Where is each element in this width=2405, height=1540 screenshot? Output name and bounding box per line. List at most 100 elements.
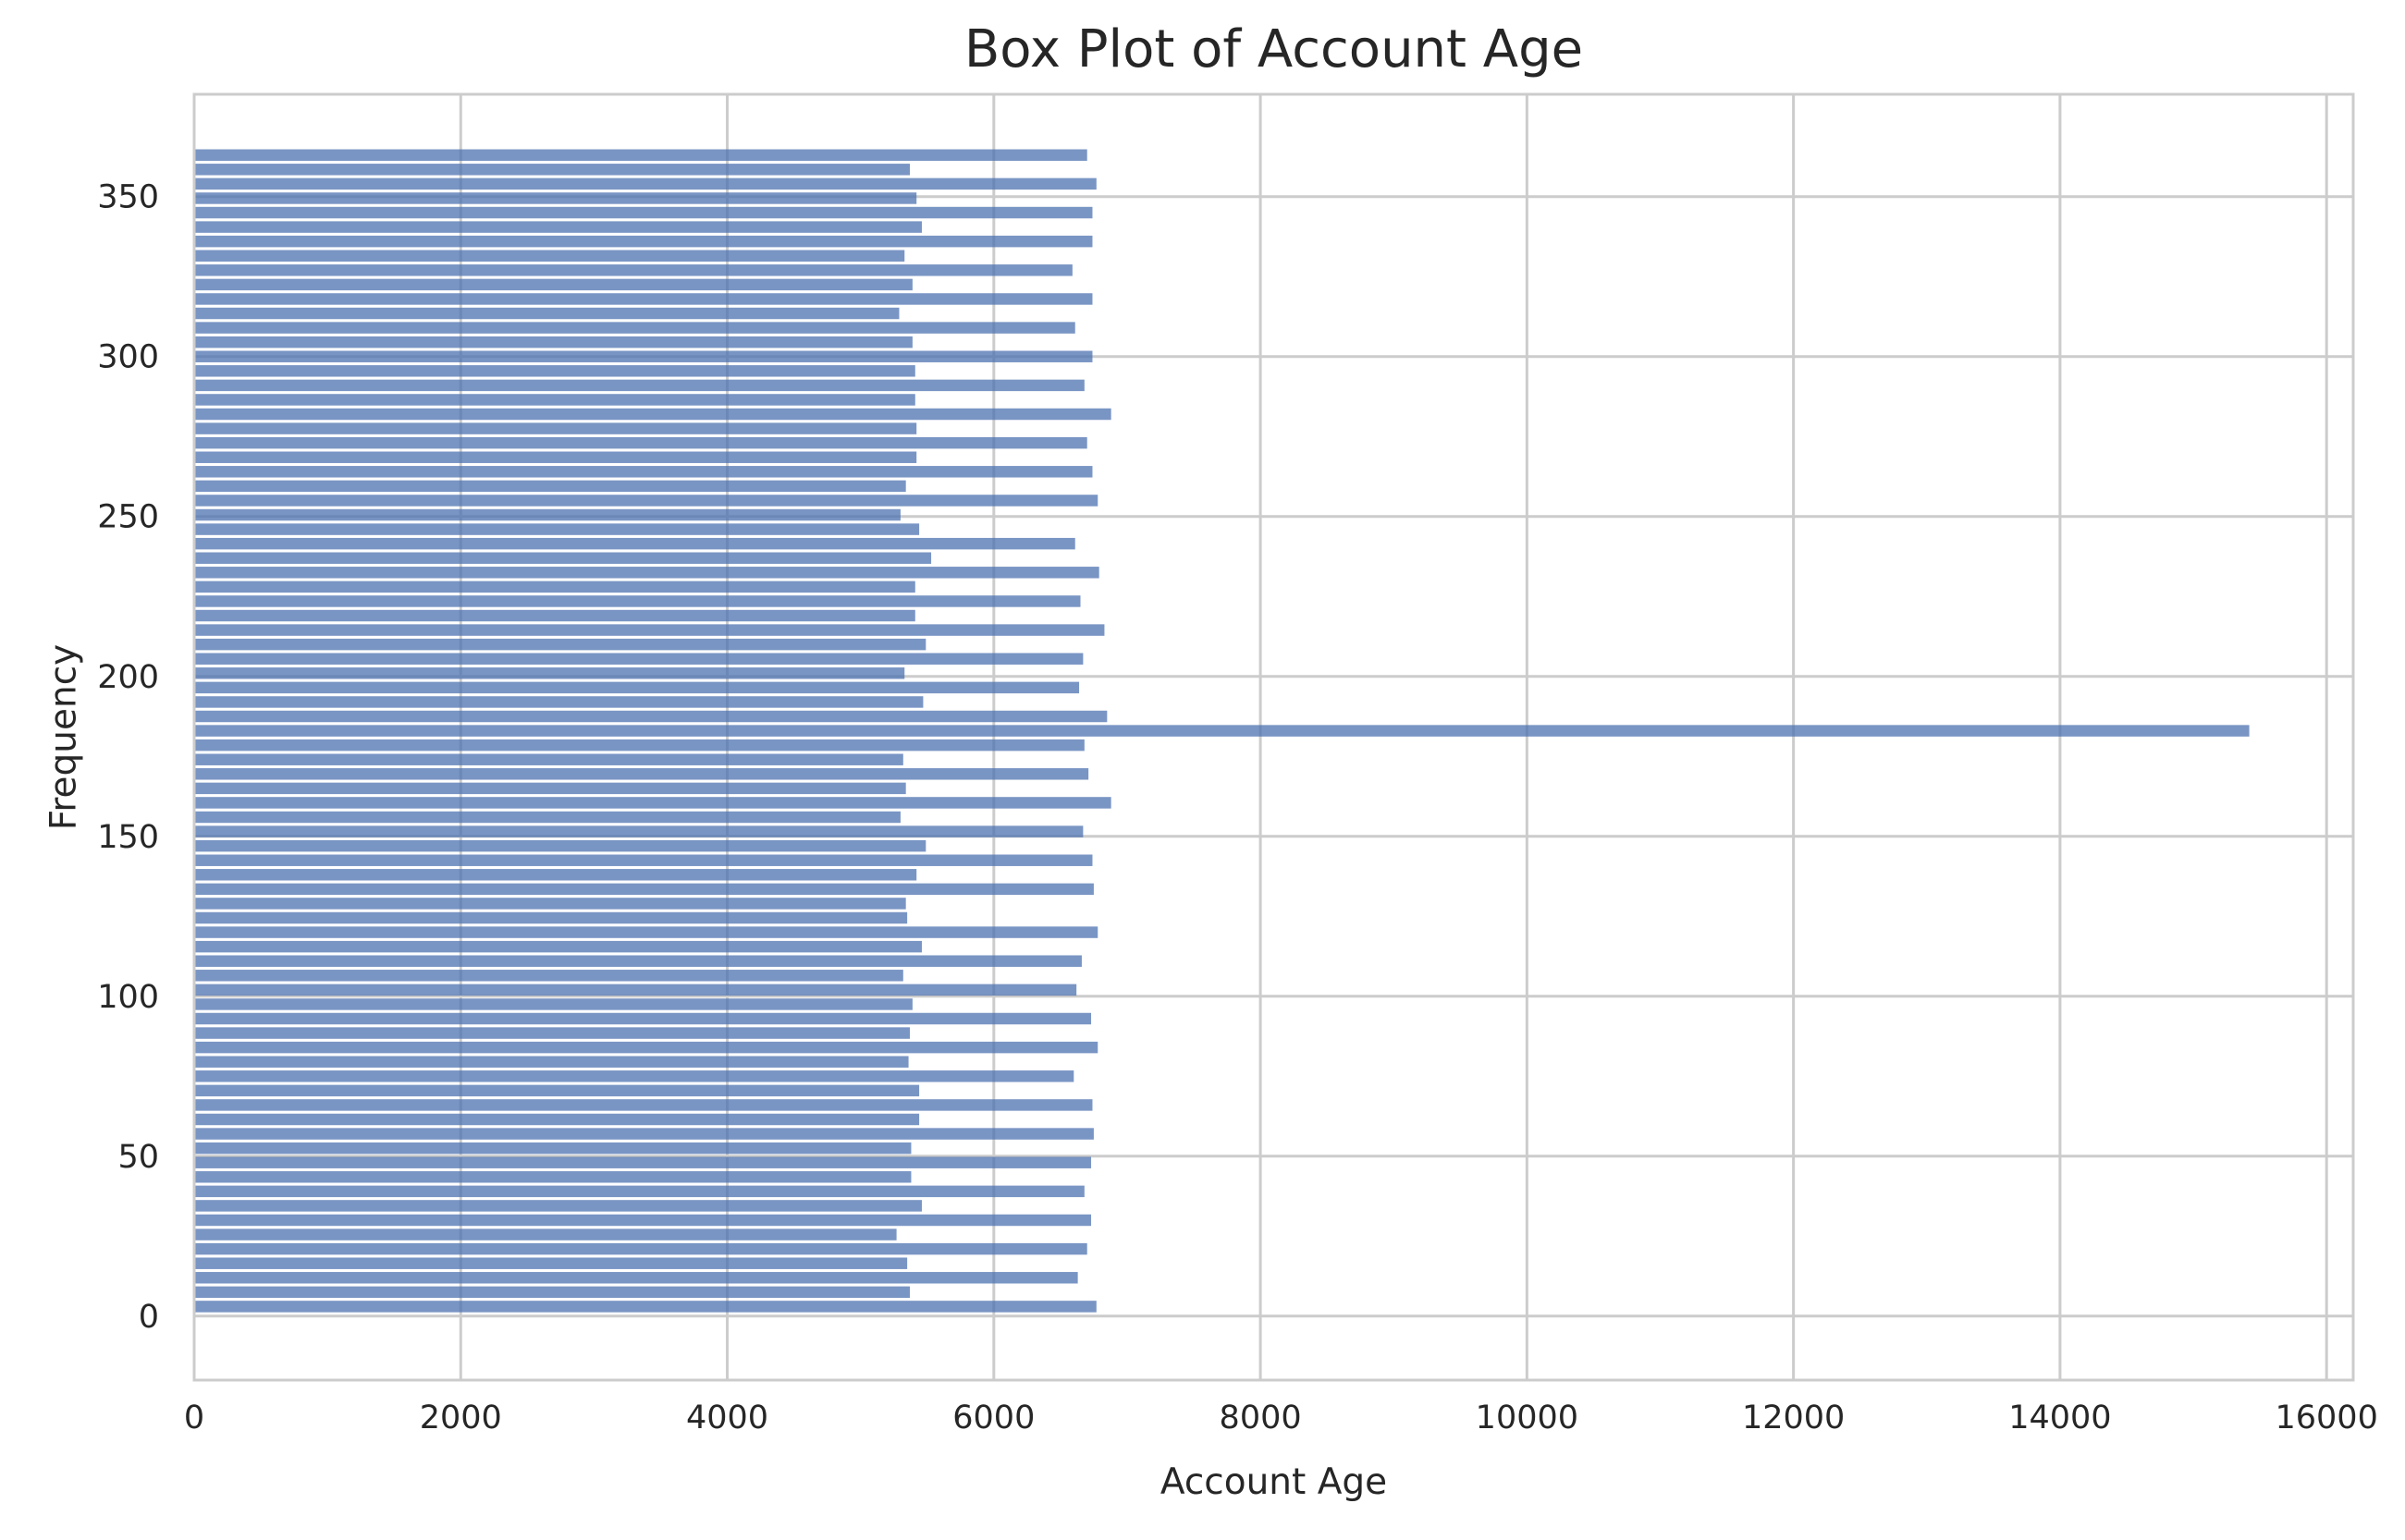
bar	[194, 653, 1084, 665]
bar	[194, 681, 1080, 694]
bar	[194, 911, 908, 924]
y-tick-label: 250	[97, 499, 159, 536]
bar	[194, 451, 917, 463]
y-tick-label: 150	[97, 819, 159, 856]
bar	[194, 192, 917, 204]
bar	[194, 1084, 920, 1097]
bar	[194, 350, 1093, 362]
bar	[194, 508, 901, 521]
bar	[194, 177, 1097, 190]
y-tick-label: 50	[117, 1139, 159, 1176]
bar	[194, 394, 915, 406]
bar	[194, 839, 926, 852]
x-tick-label: 14000	[2008, 1399, 2111, 1436]
bar	[194, 1200, 922, 1212]
bar	[194, 926, 1098, 938]
bar	[194, 537, 1075, 550]
bar	[194, 898, 906, 910]
bar	[194, 970, 903, 982]
bar	[194, 466, 1093, 478]
x-tick-label: 0	[184, 1399, 204, 1436]
bar	[194, 567, 1099, 579]
bar	[194, 624, 1105, 636]
bar	[194, 1272, 1078, 1284]
bar	[194, 998, 913, 1010]
bar	[194, 1142, 912, 1155]
bar	[194, 1286, 911, 1299]
bar	[194, 581, 915, 593]
bar	[194, 854, 1093, 866]
bar	[194, 782, 906, 795]
bar	[194, 1171, 912, 1183]
bar	[194, 552, 932, 564]
bar	[194, 638, 926, 651]
bar	[194, 164, 911, 176]
bar	[194, 940, 922, 953]
bar	[194, 221, 922, 233]
bar	[194, 984, 1077, 996]
grid-layer	[192, 94, 2353, 1380]
chart-title: Box Plot of Account Age	[964, 19, 1583, 79]
bar	[194, 825, 1084, 837]
y-tick-label: 300	[97, 339, 159, 376]
bar	[194, 869, 917, 881]
bar	[194, 379, 1085, 392]
plot-frame	[192, 92, 2355, 1382]
x-tick-label: 6000	[952, 1399, 1035, 1436]
bar	[194, 250, 905, 262]
bar	[194, 1301, 1097, 1313]
bar	[194, 1228, 897, 1241]
x-axis-label: Account Age	[1160, 1461, 1387, 1503]
bar	[194, 495, 1098, 507]
bar	[194, 955, 1082, 967]
bar	[194, 1070, 1074, 1082]
y-tick-label: 200	[97, 659, 159, 696]
bar	[194, 523, 920, 535]
bar	[194, 206, 1093, 219]
bar	[194, 307, 900, 320]
bar	[194, 1113, 920, 1126]
bar	[194, 1012, 1092, 1025]
bar	[194, 1242, 1087, 1255]
y-tick-label: 100	[97, 979, 159, 1016]
bar	[194, 667, 905, 679]
bar	[194, 1056, 909, 1068]
bar	[194, 422, 917, 434]
tick-layer: 0 2000 4000 6000 8000 10000 12000 14000 16000 0 50…	[97, 179, 2378, 1436]
bar	[194, 1128, 1094, 1140]
bar	[194, 480, 906, 493]
bar	[194, 768, 1089, 780]
bar	[194, 1041, 1098, 1054]
bar	[194, 1027, 911, 1039]
bar	[194, 609, 915, 622]
bar	[194, 1185, 1085, 1198]
x-tick-label: 12000	[1742, 1399, 1845, 1436]
bar	[194, 753, 903, 765]
x-tick-label: 4000	[686, 1399, 768, 1436]
bar	[194, 1099, 1093, 1111]
bar	[194, 710, 1108, 723]
x-tick-label: 8000	[1220, 1399, 1302, 1436]
bar	[194, 739, 1085, 752]
y-tick-label: 0	[139, 1299, 159, 1336]
bar	[194, 1214, 1092, 1227]
bar	[194, 278, 913, 291]
x-tick-label: 10000	[1476, 1399, 1578, 1436]
bar	[194, 1156, 1092, 1168]
bar	[194, 436, 1087, 449]
x-tick-label: 2000	[420, 1399, 502, 1436]
bar	[194, 1257, 908, 1269]
bar	[194, 725, 2250, 737]
bar	[194, 264, 1073, 276]
bar	[194, 322, 1075, 334]
bar	[194, 365, 915, 377]
bar	[194, 883, 1094, 896]
bar	[194, 797, 1111, 809]
bar	[194, 149, 1087, 161]
bar	[194, 408, 1111, 421]
bar	[194, 595, 1081, 607]
bar	[194, 293, 1093, 305]
bar	[194, 336, 913, 348]
bar	[194, 235, 1093, 248]
